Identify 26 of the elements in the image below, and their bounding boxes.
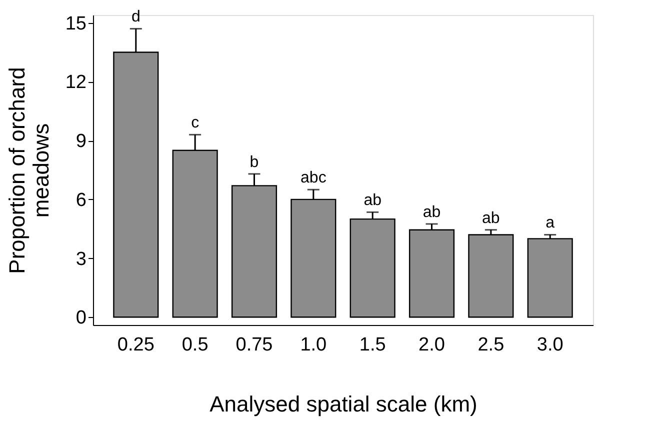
y-tick-label: 9: [76, 131, 86, 152]
y-tick-label: 6: [76, 190, 86, 211]
y-tick-label: 15: [65, 13, 86, 34]
y-axis-title: Proportion of orchard meadows: [4, 67, 54, 274]
bar: [468, 234, 514, 318]
x-axis-title: Analysed spatial scale (km): [210, 392, 478, 416]
annotation: ab: [422, 204, 441, 221]
y-tick-label: 12: [65, 72, 86, 94]
bar: [527, 238, 573, 318]
x-tick-label: 0.5: [182, 334, 208, 356]
x-tick-label: 2.5: [478, 334, 504, 356]
annotation: ab: [364, 192, 382, 210]
x-tick-label: 3.0: [536, 334, 564, 356]
x-tick-label: 0.75: [236, 334, 273, 356]
x-tick-label: 1.0: [300, 334, 327, 356]
y-tick-label: 3: [76, 248, 86, 270]
annotation: c: [191, 114, 200, 132]
annotation: b: [250, 154, 259, 171]
x-tick-label: 2.0: [418, 334, 445, 356]
y-tick-label: 0: [76, 308, 86, 329]
annotation: d: [131, 8, 140, 26]
annotation: a: [546, 214, 555, 232]
annotation: ab: [482, 210, 500, 227]
annotation: abc: [300, 170, 326, 187]
x-tick-label: 1.5: [359, 334, 386, 356]
x-tick-label: 0.25: [117, 334, 154, 356]
